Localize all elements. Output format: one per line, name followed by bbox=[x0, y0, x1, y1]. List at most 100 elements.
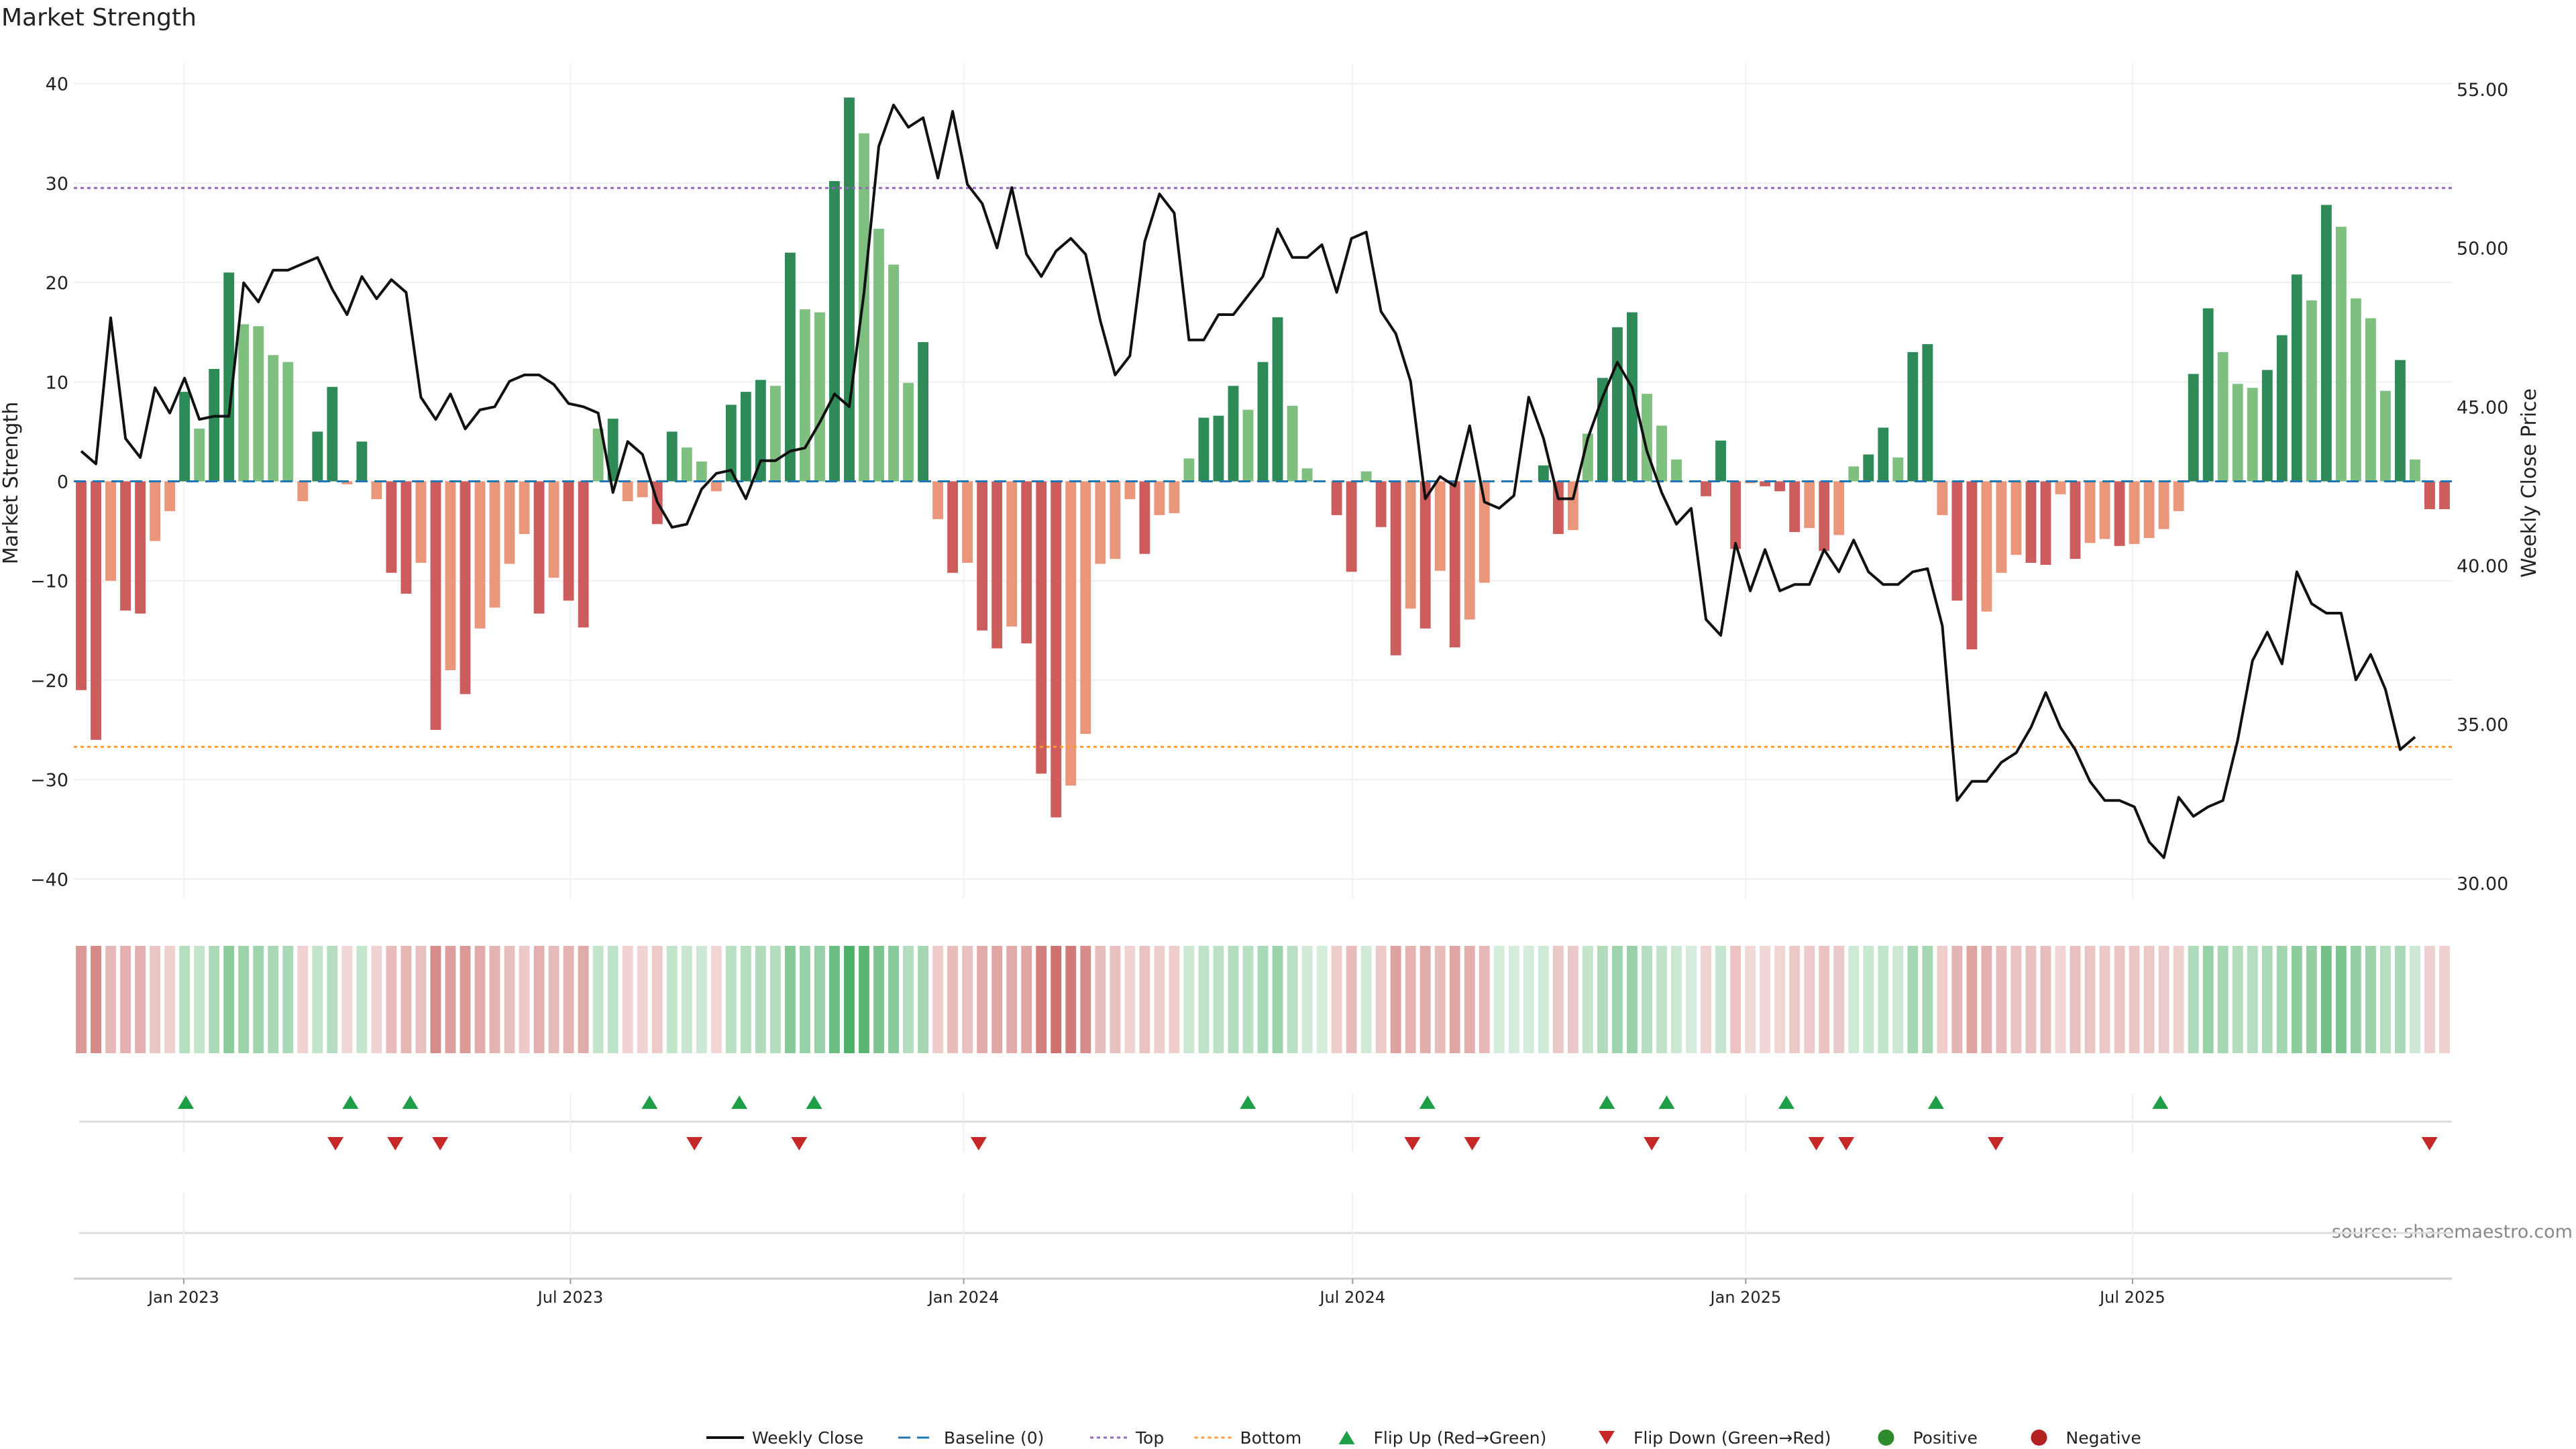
heat-cell bbox=[209, 946, 220, 1053]
heat-cell bbox=[1169, 946, 1180, 1053]
strength-bar bbox=[209, 369, 220, 482]
heat-cell bbox=[2143, 946, 2155, 1053]
flip-up-marker bbox=[731, 1095, 748, 1109]
strength-bar bbox=[784, 252, 796, 482]
strength-bar bbox=[1169, 481, 1180, 513]
heat-cell bbox=[2217, 946, 2229, 1053]
heat-cell bbox=[592, 946, 604, 1053]
heat-cell bbox=[533, 946, 545, 1053]
strength-bar bbox=[607, 419, 619, 482]
heat-cell bbox=[873, 946, 884, 1053]
heat-cell bbox=[1774, 946, 1786, 1053]
strength-bar bbox=[2232, 384, 2243, 482]
heat-cell bbox=[1493, 946, 1505, 1053]
flip-down-marker bbox=[1988, 1137, 2004, 1150]
strength-bar bbox=[1789, 481, 1801, 533]
heat-cell bbox=[400, 946, 412, 1053]
legend-label: Positive bbox=[1913, 1428, 1978, 1448]
strength-bar bbox=[637, 481, 648, 498]
y-tick-label-right: 40.00 bbox=[2457, 556, 2508, 577]
heat-cell bbox=[2188, 946, 2199, 1053]
heat-cell bbox=[859, 946, 869, 1053]
strength-bar bbox=[1228, 386, 1239, 482]
heat-cell bbox=[2247, 946, 2258, 1053]
flip-up-marker bbox=[806, 1095, 822, 1109]
heat-cell bbox=[696, 946, 707, 1053]
strength-bar bbox=[2129, 481, 2140, 544]
heat-cell bbox=[2365, 946, 2376, 1053]
strength-bar bbox=[1242, 409, 1254, 482]
strength-bar bbox=[135, 481, 146, 614]
strength-bar bbox=[2276, 335, 2288, 482]
strength-bar bbox=[991, 481, 1003, 649]
x-tick-label: Jan 2023 bbox=[147, 1288, 219, 1307]
legend-label: Top bbox=[1135, 1428, 1164, 1448]
strength-bar bbox=[1760, 481, 1771, 486]
heat-cell bbox=[2129, 946, 2140, 1053]
heat-cell bbox=[548, 946, 559, 1053]
strength-bar bbox=[519, 481, 530, 535]
heat-cell bbox=[76, 946, 87, 1053]
strength-bar bbox=[282, 362, 294, 482]
heat-cell bbox=[2395, 946, 2406, 1053]
heat-cell bbox=[607, 946, 619, 1053]
heat-cell bbox=[1272, 946, 1283, 1053]
heat-cell bbox=[637, 946, 648, 1053]
x-tick-label: Jan 2024 bbox=[927, 1288, 1000, 1307]
heat-cell bbox=[1198, 946, 1210, 1053]
legend-item: Negative bbox=[2031, 1428, 2141, 1448]
strength-bar bbox=[2379, 390, 2391, 482]
strength-bar bbox=[1833, 481, 1845, 535]
heat-cell bbox=[1065, 946, 1077, 1053]
heat-cell bbox=[2379, 946, 2391, 1053]
strength-bar bbox=[1656, 425, 1667, 482]
strength-bar bbox=[548, 481, 559, 578]
heat-cell bbox=[1715, 946, 1727, 1053]
heat-cell bbox=[2424, 946, 2435, 1053]
heat-cell bbox=[563, 946, 574, 1053]
heat-cell bbox=[1419, 946, 1431, 1053]
strength-bar bbox=[755, 380, 766, 482]
heat-cell bbox=[238, 946, 250, 1053]
strength-bar bbox=[445, 481, 456, 671]
strength-bar bbox=[474, 481, 486, 629]
heat-cell bbox=[769, 946, 781, 1053]
strength-bar bbox=[1390, 481, 1401, 655]
heat-cell bbox=[1686, 946, 1697, 1053]
strength-bar bbox=[1671, 459, 1682, 482]
y-tick-label-left: 0 bbox=[57, 472, 68, 493]
y-tick-label-right: 35.00 bbox=[2457, 715, 2508, 736]
heat-cell bbox=[2439, 946, 2450, 1053]
flip-down-marker bbox=[1464, 1137, 1481, 1150]
heat-cell bbox=[1567, 946, 1578, 1053]
heat-cell bbox=[282, 946, 294, 1053]
heat-cell bbox=[1937, 946, 1948, 1053]
heat-cell bbox=[150, 946, 161, 1053]
strength-bar bbox=[740, 392, 751, 482]
heat-cell bbox=[1656, 946, 1667, 1053]
strength-bar bbox=[1863, 454, 1874, 482]
strength-bar bbox=[1110, 481, 1121, 559]
heat-cell bbox=[1360, 946, 1372, 1053]
heat-cell bbox=[2025, 946, 2037, 1053]
legend-item: Baseline (0) bbox=[898, 1428, 1044, 1448]
heat-cell bbox=[1819, 946, 1830, 1053]
y-ticks-right: 30.00 35.00 40.00 45.00 50.00 55.00 bbox=[2457, 80, 2508, 894]
heat-cell bbox=[829, 946, 840, 1053]
heat-cell bbox=[460, 946, 471, 1053]
strength-bar bbox=[164, 481, 176, 511]
strength-bar bbox=[223, 272, 235, 482]
strength-bar bbox=[1036, 481, 1047, 774]
strength-bar bbox=[533, 481, 545, 614]
heat-cell bbox=[2114, 946, 2125, 1053]
legend-swatch-negative bbox=[2031, 1430, 2047, 1446]
y-tick-label-right: 55.00 bbox=[2457, 80, 2508, 101]
heat-cell bbox=[430, 946, 441, 1053]
strength-bar bbox=[415, 481, 427, 564]
heat-cell bbox=[2291, 946, 2302, 1053]
strength-bar bbox=[2261, 370, 2273, 482]
heat-cell bbox=[474, 946, 486, 1053]
strength-bar bbox=[1981, 481, 1992, 612]
flip-down-marker bbox=[1644, 1137, 1660, 1150]
strength-bar bbox=[312, 431, 323, 482]
